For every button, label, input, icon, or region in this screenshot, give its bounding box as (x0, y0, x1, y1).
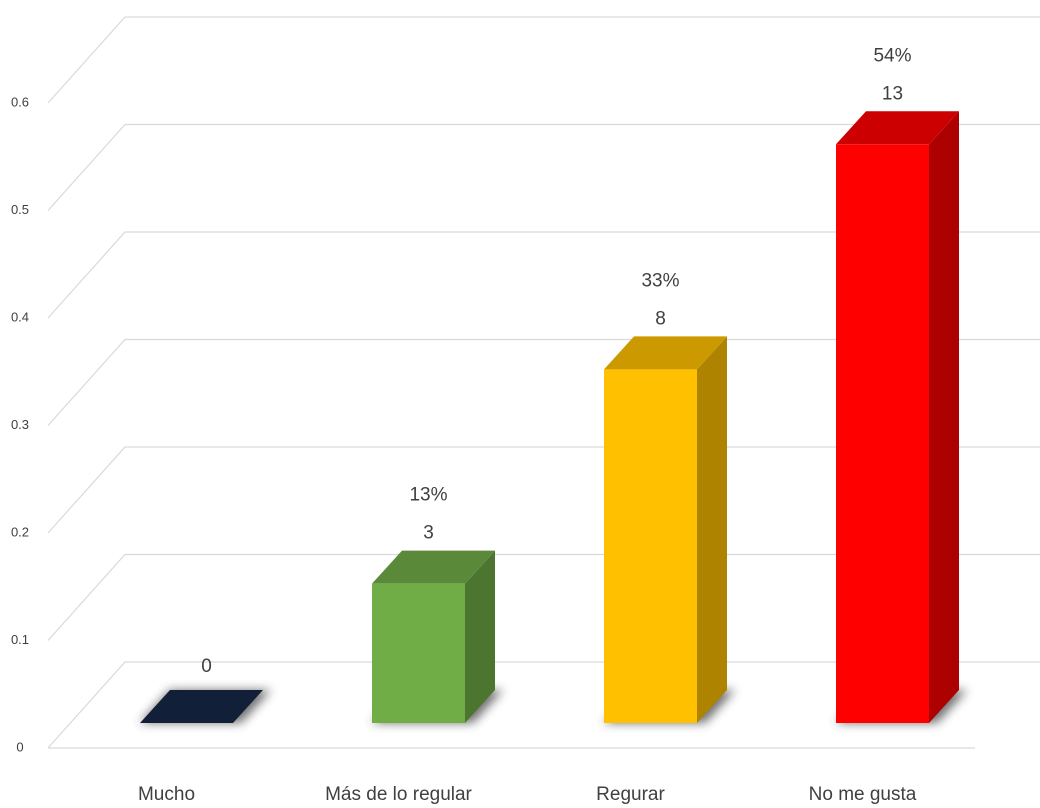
value-label: 0 (201, 656, 212, 677)
bar (604, 369, 697, 723)
y-tick-label: 0.2 (11, 524, 29, 539)
value-label: 33% (641, 270, 679, 291)
y-tick-label: 0.6 (11, 94, 29, 109)
bar-side (929, 111, 959, 724)
bar (836, 144, 929, 724)
x-tick-label: Más de lo regular (325, 784, 472, 805)
y-tick-label: 0.5 (11, 202, 29, 217)
bar-side (697, 336, 727, 723)
bar (372, 583, 465, 723)
y-tick-label: 0.3 (11, 417, 29, 432)
x-tick-label: Mucho (138, 784, 195, 805)
grid-line (47, 338, 1040, 426)
bar-top (140, 690, 263, 723)
y-tick-label: 0 (16, 739, 23, 754)
bar-top (372, 550, 495, 584)
bar-top (836, 111, 959, 145)
grid-line (47, 553, 1040, 641)
x-tick-label: No me gusta (809, 784, 917, 805)
y-tick-label: 0.4 (11, 309, 29, 324)
grid-line (47, 446, 1040, 534)
bar-top (604, 336, 727, 370)
grid-line (47, 661, 1040, 749)
count-label: 13 (882, 83, 903, 104)
value-label: 13% (409, 485, 447, 506)
grid-line (47, 16, 1040, 104)
y-tick-label: 0.1 (11, 632, 29, 647)
x-tick-label: Regurar (596, 784, 665, 805)
count-label: 8 (655, 308, 666, 329)
grid-line (47, 231, 1040, 319)
bar-side (465, 550, 495, 723)
value-label: 54% (873, 45, 911, 66)
count-label: 3 (423, 523, 434, 544)
grid-line (47, 123, 1040, 211)
